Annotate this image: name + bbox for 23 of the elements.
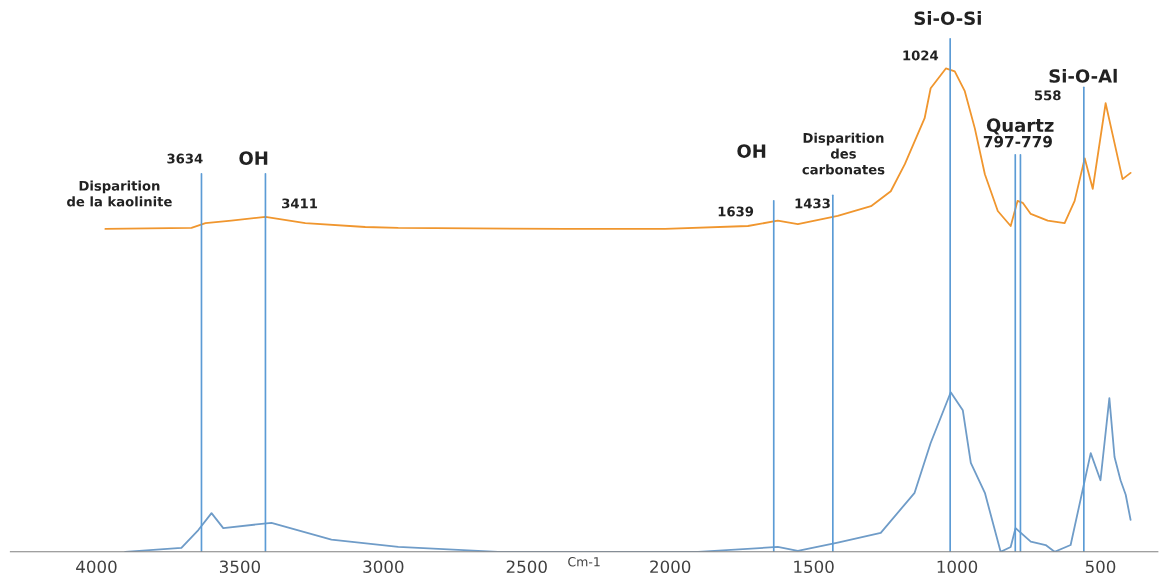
annotation: 797-779 — [983, 135, 1052, 148]
x-tick-label: 3500 — [219, 560, 261, 574]
annotation: Disparition des carbonates — [802, 132, 885, 175]
text: 1024 — [903, 50, 939, 61]
annotation: Quartz — [986, 118, 1054, 135]
x-tick-label: 2500 — [506, 560, 547, 574]
annotation: 1639 — [718, 206, 754, 217]
annotation: OH — [239, 151, 268, 165]
x-tick-label: 2000 — [650, 560, 691, 574]
annotation: OH — [737, 144, 766, 158]
annotation: 3634 — [167, 153, 203, 164]
text: Si-O-Si — [914, 11, 981, 26]
annotation: 558 — [1034, 90, 1061, 101]
x-tick-label: 4000 — [76, 560, 117, 574]
x-tick-label: 1500 — [794, 560, 834, 574]
annotation: Disparition de la kaolinite — [67, 180, 172, 207]
x-tick-label: 500 — [1085, 560, 1116, 574]
x-tick-label: 1000 — [937, 560, 978, 574]
annotation: 1433 — [795, 198, 830, 209]
x-tick-label: 3000 — [363, 560, 404, 574]
annotation: Si-O-Al — [1049, 68, 1117, 83]
x-axis-title: Cm-1 — [568, 557, 600, 567]
annotation: 3411 — [282, 198, 318, 209]
